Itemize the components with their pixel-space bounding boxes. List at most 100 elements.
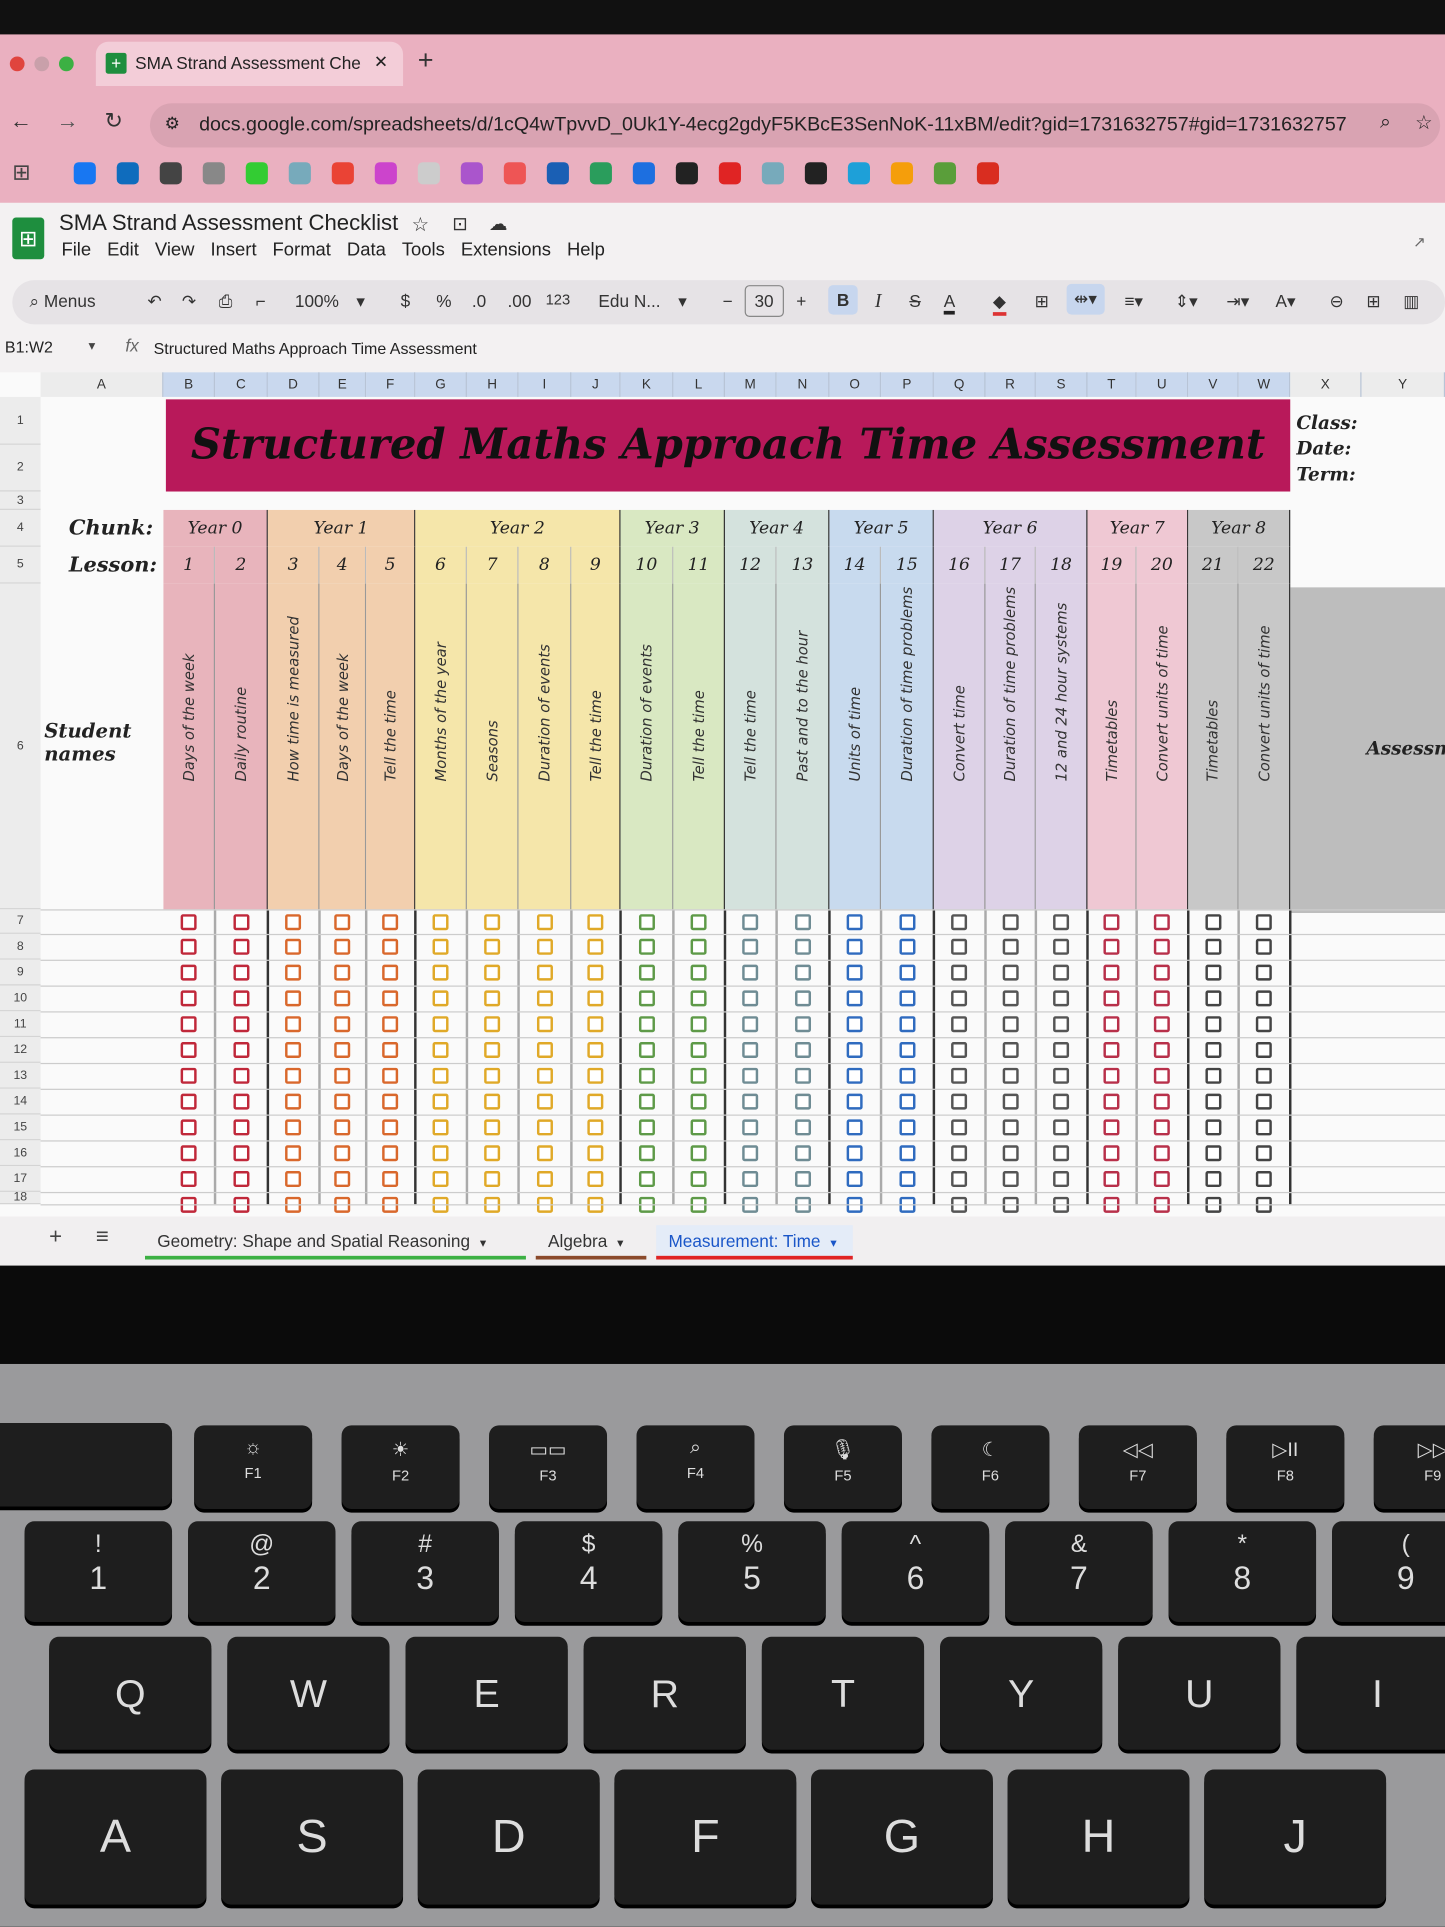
more-formats-button[interactable]: 123: [545, 291, 571, 309]
checkbox[interactable]: [1053, 914, 1070, 931]
new-tab-icon[interactable]: +: [417, 44, 434, 75]
checkbox[interactable]: [638, 1145, 655, 1162]
column-header-G[interactable]: G: [415, 372, 467, 397]
checkbox[interactable]: [334, 1067, 351, 1084]
checkbox[interactable]: [536, 1016, 553, 1033]
checkbox[interactable]: [587, 1016, 604, 1033]
checkbox[interactable]: [1103, 1042, 1120, 1058]
row-header-18[interactable]: 18: [0, 1191, 41, 1205]
checkbox[interactable]: [180, 1067, 197, 1084]
number-key-9[interactable]: (9: [1332, 1521, 1445, 1623]
menu-insert[interactable]: Insert: [210, 239, 257, 261]
checkbox[interactable]: [1255, 1042, 1272, 1058]
checkbox[interactable]: [484, 1016, 501, 1033]
borders-icon[interactable]: ⊞: [1034, 291, 1050, 311]
checkbox[interactable]: [690, 1067, 707, 1084]
checkbox[interactable]: [1204, 1119, 1221, 1136]
bookmark-icon[interactable]: [546, 162, 569, 185]
checkbox[interactable]: [1204, 1171, 1221, 1188]
checkbox[interactable]: [846, 938, 863, 955]
forward-icon[interactable]: →: [56, 108, 79, 133]
checkbox[interactable]: [1255, 938, 1272, 955]
checkbox[interactable]: [1153, 1067, 1170, 1084]
checkbox[interactable]: [432, 1067, 449, 1084]
checkbox[interactable]: [1153, 1093, 1170, 1110]
checkbox[interactable]: [1204, 914, 1221, 931]
checkbox[interactable]: [1255, 990, 1272, 1007]
checkbox[interactable]: [285, 1171, 302, 1188]
letter-key-T[interactable]: T: [761, 1636, 925, 1750]
checkbox[interactable]: [432, 1119, 449, 1136]
bookmark-icon[interactable]: [976, 162, 1000, 185]
checkbox[interactable]: [638, 990, 655, 1007]
column-header-K[interactable]: K: [620, 372, 674, 397]
checkbox[interactable]: [1103, 938, 1120, 955]
fill-color-icon[interactable]: ◆: [992, 291, 1007, 316]
checkbox[interactable]: [536, 1119, 553, 1136]
checkbox[interactable]: [285, 1016, 302, 1033]
letter-key-G[interactable]: G: [811, 1769, 993, 1905]
checkbox[interactable]: [1204, 1145, 1221, 1162]
checkbox[interactable]: [285, 1067, 302, 1084]
checkbox[interactable]: [536, 990, 553, 1007]
letter-key-A[interactable]: A: [24, 1769, 207, 1905]
column-header-F[interactable]: F: [366, 372, 416, 397]
checkbox[interactable]: [1002, 1067, 1019, 1084]
checkbox[interactable]: [742, 914, 759, 931]
checkbox[interactable]: [846, 1067, 863, 1084]
number-key-8[interactable]: * 8: [1168, 1521, 1317, 1623]
checkbox[interactable]: [846, 1093, 863, 1110]
checkbox[interactable]: [536, 1067, 553, 1084]
checkbox[interactable]: [285, 1093, 302, 1110]
checkbox[interactable]: [536, 1093, 553, 1110]
checkbox[interactable]: [690, 938, 707, 955]
close-tab-icon[interactable]: ✕: [373, 51, 389, 72]
bookmark-icon[interactable]: [417, 162, 440, 185]
checkbox[interactable]: [1153, 990, 1170, 1007]
checkbox[interactable]: [334, 1042, 351, 1058]
checkbox[interactable]: [898, 1016, 915, 1033]
increase-decimal-button[interactable]: .00: [507, 291, 532, 311]
checkbox[interactable]: [484, 990, 501, 1007]
column-header-O[interactable]: O: [829, 372, 882, 397]
checkbox[interactable]: [951, 938, 968, 955]
row-header-8[interactable]: 8: [0, 933, 41, 960]
checkbox[interactable]: [794, 1067, 811, 1084]
checkbox[interactable]: [334, 914, 351, 931]
checkbox[interactable]: [1103, 1171, 1120, 1188]
number-key-3[interactable]: #3: [351, 1521, 499, 1623]
checkbox[interactable]: [1204, 1016, 1221, 1033]
column-header-X[interactable]: X: [1290, 372, 1362, 397]
checkbox[interactable]: [1204, 938, 1221, 955]
letter-key-E[interactable]: E: [405, 1636, 568, 1750]
column-header-B[interactable]: B: [163, 372, 216, 397]
checkbox[interactable]: [1103, 1145, 1120, 1162]
text-wrap-icon[interactable]: ⇥▾: [1226, 291, 1250, 311]
checkbox[interactable]: [1255, 914, 1272, 931]
checkbox[interactable]: [334, 1016, 351, 1033]
row-header-15[interactable]: 15: [0, 1114, 41, 1141]
checkbox[interactable]: [536, 938, 553, 955]
checkbox[interactable]: [232, 1145, 249, 1162]
escape-key[interactable]: [0, 1422, 173, 1507]
checkbox[interactable]: [1255, 1093, 1272, 1110]
row-header-9[interactable]: 9: [0, 959, 41, 986]
currency-button[interactable]: $: [400, 291, 411, 311]
row-header-2[interactable]: 2: [0, 444, 41, 492]
checkbox[interactable]: [1255, 1145, 1272, 1162]
checkbox[interactable]: [846, 1016, 863, 1033]
letter-key-W[interactable]: W: [227, 1636, 390, 1750]
checkbox[interactable]: [1153, 1042, 1170, 1058]
insert-chart-icon[interactable]: ▥: [1403, 291, 1420, 311]
checkbox[interactable]: [742, 1016, 759, 1033]
bookmark-icon[interactable]: [374, 162, 397, 185]
menu-format[interactable]: Format: [272, 239, 331, 261]
checkbox[interactable]: [432, 1145, 449, 1162]
checkbox[interactable]: [742, 964, 759, 981]
checkbox[interactable]: [587, 964, 604, 981]
function-key-F7[interactable]: ◁◁ F7: [1078, 1425, 1197, 1509]
checkbox[interactable]: [1053, 990, 1070, 1007]
row-header-17[interactable]: 17: [0, 1166, 41, 1192]
column-header-D[interactable]: D: [267, 372, 320, 397]
font-select[interactable]: Edu N...: [598, 291, 661, 311]
